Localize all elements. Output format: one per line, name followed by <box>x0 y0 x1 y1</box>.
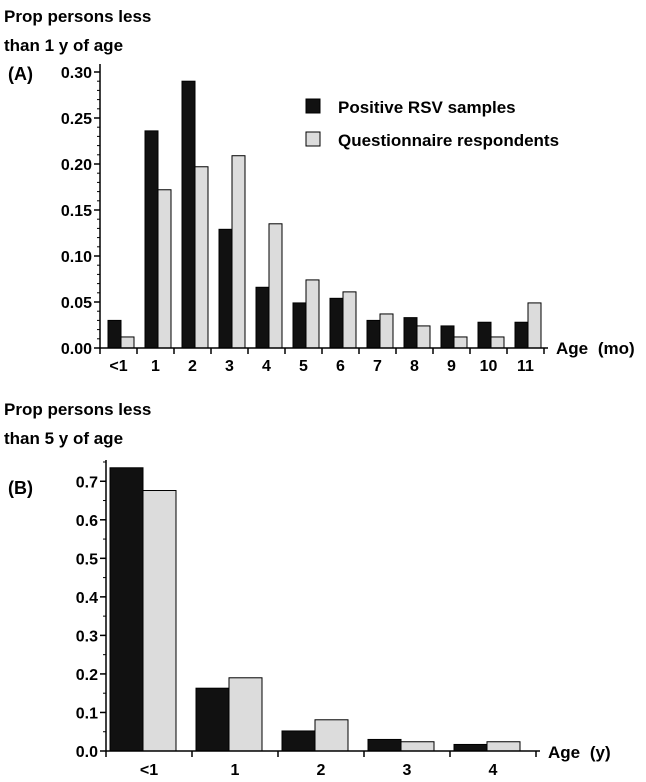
y-tick-label: 0.4 <box>76 590 98 607</box>
x-tick-label: <1 <box>140 762 158 779</box>
bar-dark-4 <box>255 286 270 349</box>
bar-light-3 <box>231 155 246 349</box>
y-tick-label: 0.20 <box>61 157 92 174</box>
bar-dark-2 <box>281 730 316 752</box>
legend-swatch-light <box>305 131 321 147</box>
y-tick-label: 0.6 <box>76 513 98 530</box>
chart-panel-b: Prop persons less than 5 y of age (B) 0.… <box>4 400 611 779</box>
bar-dark-3 <box>367 738 402 752</box>
y-tick-label: 0.10 <box>61 249 92 266</box>
bar-light-11 <box>527 302 542 349</box>
x-tick-label: <1 <box>109 358 127 375</box>
y-tick-label: 0.0 <box>76 744 98 761</box>
y-axis-title-line-2: than 5 y of age <box>4 429 123 448</box>
x-axis-title: Age (mo) <box>556 339 635 358</box>
bar-light-5 <box>305 279 320 349</box>
y-tick-label: 0.5 <box>76 551 98 568</box>
bar-dark-5 <box>292 302 307 349</box>
x-tick-label: 8 <box>410 358 419 375</box>
bar-light-1 <box>157 189 172 349</box>
legend-label-positive-rsv: Positive RSV samples <box>338 98 516 117</box>
bar-dark-8 <box>403 317 418 349</box>
x-tick-label: 2 <box>188 358 197 375</box>
bar-light-10 <box>490 336 505 349</box>
y-axis-title-line-1: Prop persons less <box>4 7 151 26</box>
y-tick-label: 0.2 <box>76 667 98 684</box>
y-tick-label: 0.25 <box>61 111 92 128</box>
bar-dark-1 <box>144 130 159 349</box>
bar-light-9 <box>453 336 468 349</box>
x-tick-label: 1 <box>151 358 160 375</box>
bar-dark-0 <box>109 467 144 752</box>
x-tick-label: 7 <box>373 358 382 375</box>
plot-area: 0.0 0.1 0.2 0.3 0.4 0.5 0.6 0.7 <1 1 2 3 4 <box>76 460 540 779</box>
bar-light-2 <box>314 719 349 752</box>
x-tick-label: 3 <box>225 358 234 375</box>
bar-light-1 <box>228 677 263 752</box>
y-tick-label: 0.30 <box>61 65 92 82</box>
x-tick-label: 3 <box>403 762 412 779</box>
legend-label-questionnaire: Questionnaire respondents <box>338 131 559 150</box>
chart-panel-a: Prop persons less than 1 y of age (A) Po… <box>4 7 635 375</box>
bar-light-0 <box>120 336 135 349</box>
y-tick-label: 0.1 <box>76 705 98 722</box>
x-tick-label: 2 <box>317 762 326 779</box>
x-axis-unit: (y) <box>590 743 611 762</box>
plot-area: 0.00 0.05 0.10 0.15 0.20 0.25 0.30 <1 1 2 3 4 5 6 7 8 9 1… <box>61 64 548 375</box>
legend-swatch-dark <box>305 98 321 114</box>
bar-dark-9 <box>440 325 455 349</box>
y-tick-label: 0.15 <box>61 203 92 220</box>
bar-dark-10 <box>477 321 492 349</box>
bar-light-8 <box>416 325 431 349</box>
x-axis-unit: (mo) <box>598 339 635 358</box>
bar-dark-0 <box>107 319 122 349</box>
bar-dark-1 <box>195 687 230 752</box>
bar-dark-7 <box>366 319 381 349</box>
panel-label: (A) <box>8 64 33 84</box>
bar-dark-11 <box>514 321 529 349</box>
bar-light-0 <box>142 490 177 752</box>
y-tick-label: 0.00 <box>61 341 92 358</box>
x-tick-label: 11 <box>517 358 534 375</box>
x-axis-title: Age (y) <box>548 743 611 762</box>
x-axis-title-text: Age <box>556 339 588 358</box>
bar-dark-3 <box>218 228 233 349</box>
x-axis-title-text: Age <box>548 743 580 762</box>
legend: Positive RSV samples Questionnaire respon… <box>305 98 559 150</box>
x-tick-label: 10 <box>480 358 498 375</box>
x-tick-label: 4 <box>262 358 271 375</box>
y-axis-title-line-2: than 1 y of age <box>4 36 123 55</box>
bar-dark-2 <box>181 80 196 349</box>
bar-light-6 <box>342 291 357 349</box>
bar-light-2 <box>194 166 209 349</box>
panel-label: (B) <box>8 478 33 498</box>
x-tick-label: 1 <box>231 762 240 779</box>
bar-dark-6 <box>329 297 344 349</box>
y-axis-title-line-1: Prop persons less <box>4 400 151 419</box>
y-tick-label: 0.3 <box>76 628 98 645</box>
bar-light-4 <box>268 223 283 349</box>
x-tick-label: 9 <box>447 358 456 375</box>
x-tick-label: 6 <box>336 358 345 375</box>
x-tick-label: 4 <box>489 762 498 779</box>
bar-light-7 <box>379 313 394 349</box>
bar-light-3 <box>400 741 435 752</box>
x-tick-label: 5 <box>299 358 308 375</box>
bar-light-4 <box>486 741 521 752</box>
bar-dark-4 <box>453 743 488 752</box>
y-tick-label: 0.05 <box>61 295 92 312</box>
y-tick-label: 0.7 <box>76 474 98 491</box>
